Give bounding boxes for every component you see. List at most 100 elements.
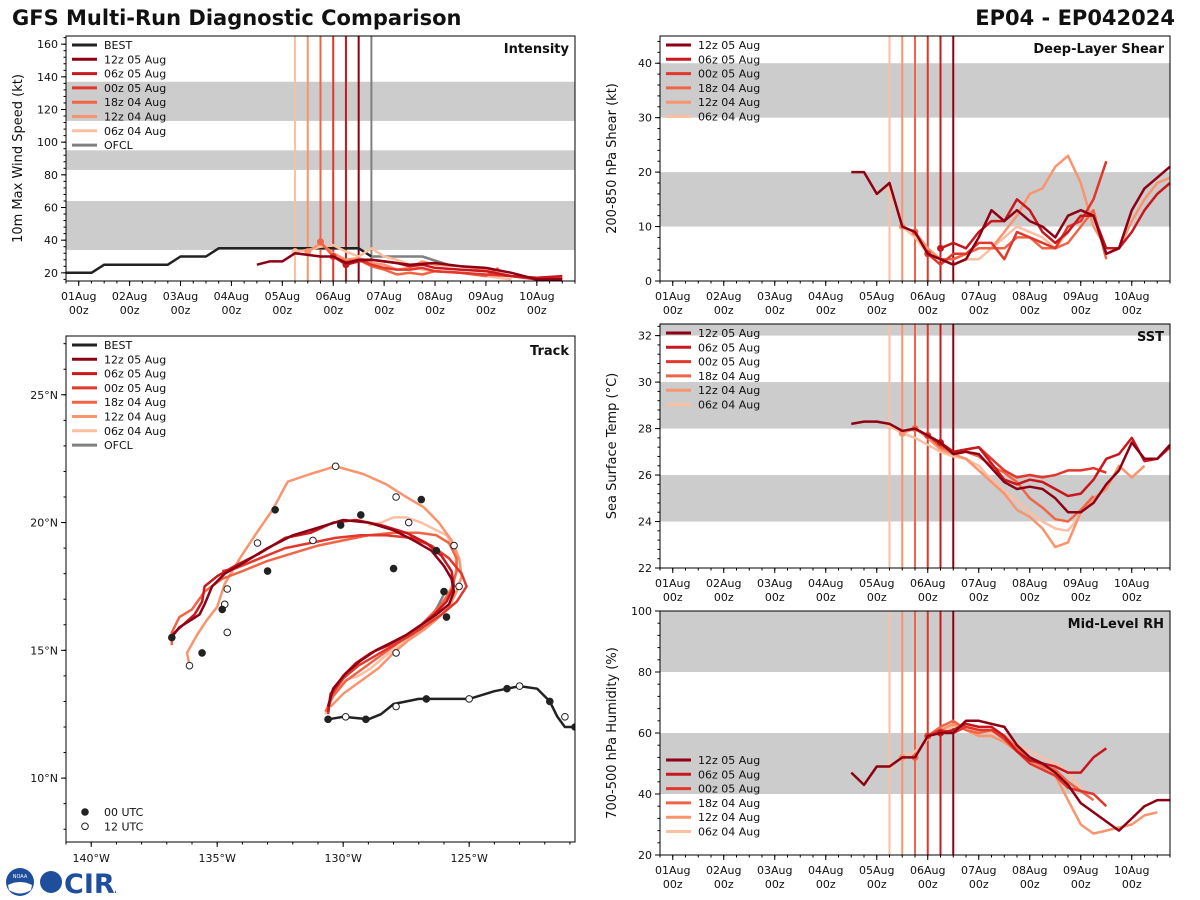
track-marker-12z-04-aug <box>392 493 400 501</box>
marker-legend-00-utc-icon <box>81 808 89 816</box>
intensity-x-tick-label: 00z <box>171 304 191 317</box>
sst-x-tick-label: 00z <box>1122 591 1142 604</box>
rh-x-tick-label: 00z <box>663 878 683 891</box>
track-frame <box>65 335 576 843</box>
track-marker-best <box>341 712 350 721</box>
rh-x-tick-label: 00z <box>1020 878 1040 891</box>
sst-x-tick-label: 00z <box>1020 591 1040 604</box>
shear-x-tick-label: 01Aug <box>655 290 690 303</box>
intensity-x-tick-label: 06Aug <box>315 290 350 303</box>
track-marker-12z-05-aug <box>263 567 272 575</box>
legend-label-18z-04-aug: 18z 04 Aug <box>104 96 166 109</box>
track-marker-12z-05-aug <box>218 605 227 614</box>
track-marker-best <box>422 695 431 703</box>
sst-series-06z-05-aug <box>939 436 1171 498</box>
noaa-logo-wave <box>8 882 32 894</box>
sst-x-tick-label: 01Aug <box>655 577 690 590</box>
sst-x-tick-label: 00z <box>1071 591 1091 604</box>
legend-label-12z-05-aug: 12z 05 Aug <box>104 53 166 66</box>
intensity-x-tick-label: 00z <box>323 304 343 317</box>
track-x-tick-label: 140°W <box>73 852 110 865</box>
intensity-x-tick-label: 00z <box>374 304 394 317</box>
rh-x-tick-label: 00z <box>1122 878 1142 891</box>
track-series-12z-05-aug <box>168 518 456 707</box>
cira-logo-text: CIRA <box>64 869 116 898</box>
track-marker-12z-04-aug <box>392 649 400 657</box>
shear-y-tick-label: 0 <box>645 275 652 288</box>
legend-label-12z-05-aug: 12z 05 Aug <box>698 39 760 52</box>
intensity-x-tick-label: 00z <box>222 304 242 317</box>
intensity-x-tick-label: 04Aug <box>214 290 249 303</box>
intensity-x-tick-label: 10Aug <box>519 290 554 303</box>
intensity-series-12z-05-aug <box>256 251 563 281</box>
rh-x-tick-label: 02Aug <box>706 864 741 877</box>
intensity-x-tick-label: 01Aug <box>61 290 96 303</box>
legend-label-06z-04-aug: 06z 04 Aug <box>104 425 166 438</box>
intensity-x-tick-label: 00z <box>69 304 89 317</box>
track-y-tick-label: 25°N <box>30 389 58 402</box>
legend-label-18z-04-aug: 18z 04 Aug <box>698 82 760 95</box>
intensity-x-tick-label: 00z <box>425 304 445 317</box>
track-plot-area <box>168 462 575 731</box>
intensity-panel-title: Intensity <box>504 42 570 57</box>
intensity-y-tick-label: 80 <box>44 169 58 182</box>
marker-legend-00-utc: 00 UTC <box>104 806 144 819</box>
rh-series-12z-05-aug <box>850 719 1170 832</box>
track-y-tick-label: 10°N <box>30 772 58 785</box>
sst-x-tick-label: 08Aug <box>1012 577 1047 590</box>
intensity-y-tick-label: 160 <box>37 38 58 51</box>
track-marker-12z-04-aug <box>185 661 194 670</box>
track-marker-00z-05-aug <box>432 546 441 555</box>
shear-x-tick-label: 00z <box>1071 304 1091 317</box>
intensity-series-best <box>66 247 373 275</box>
intensity-init-marker-18z-04-aug <box>317 238 324 246</box>
intensity-y-tick-label: 140 <box>37 71 58 84</box>
sst-x-tick-label: 00z <box>969 591 989 604</box>
shear-x-tick-label: 00z <box>765 304 785 317</box>
intensity-y-tick-label: 20 <box>44 267 58 280</box>
track-marker-best <box>503 684 511 693</box>
track-series-00z-05-aug <box>221 534 468 715</box>
intensity-x-tick-label: 00z <box>272 304 292 317</box>
rh-x-tick-label: 00z <box>765 878 785 891</box>
legend-label-12z-04-aug: 12z 04 Aug <box>104 411 166 424</box>
sst-x-tick-label: 02Aug <box>706 577 741 590</box>
rh-y-tick-label: 60 <box>638 727 652 740</box>
track-y-tick-label: 20°N <box>30 517 58 530</box>
shear-init-marker-06z-05-aug <box>937 244 944 252</box>
sst-x-tick-label: 00z <box>765 591 785 604</box>
track-series-best <box>327 684 575 729</box>
rh-x-tick-label: 09Aug <box>1063 864 1098 877</box>
shear-x-tick-label: 03Aug <box>757 290 792 303</box>
shear-x-tick-label: 00z <box>867 304 887 317</box>
track-marker-best <box>392 702 400 711</box>
track-panel-title: Track <box>530 344 569 359</box>
intensity-y-axis-label: 10m Max Wind Speed (kt) <box>11 74 26 243</box>
shear-x-tick-label: 00z <box>1122 304 1142 317</box>
sst-series-06z-04-aug <box>888 425 1082 533</box>
sst-x-tick-label: 06Aug <box>910 577 945 590</box>
legend-label-18z-04-aug: 18z 04 Aug <box>104 396 166 409</box>
intensity-y-tick-label: 40 <box>44 234 58 247</box>
sst-series-12z-04-aug <box>901 427 1146 549</box>
intensity-x-tick-label: 07Aug <box>366 290 401 303</box>
track-marker-best <box>561 712 569 721</box>
sst-y-tick-label: 24 <box>638 516 652 529</box>
track-marker-12z-04-aug <box>223 585 232 593</box>
track-marker-12z-04-aug <box>331 462 340 471</box>
track-x-tick-label: 130°W <box>324 852 361 865</box>
rh-x-tick-label: 00z <box>969 878 989 891</box>
shear-x-tick-label: 04Aug <box>808 290 843 303</box>
cira-logo: NOAA CIRA <box>6 868 116 898</box>
track-x-tick-label: 135°W <box>199 852 236 865</box>
rh-y-axis-label: 700-500 hPa Humidity (%) <box>605 647 620 819</box>
rh-panel: 2040608010001Aug00z02Aug00z03Aug00z04Aug… <box>605 605 1171 891</box>
intensity-x-tick-label: 00z <box>476 304 496 317</box>
shear-y-axis-label: 200-850 hPa Shear (kt) <box>605 83 620 234</box>
shear-x-tick-label: 08Aug <box>1012 290 1047 303</box>
shear-x-tick-label: 00z <box>714 304 734 317</box>
legend-label-06z-04-aug: 06z 04 Aug <box>698 826 760 839</box>
rh-x-tick-label: 00z <box>1071 878 1091 891</box>
intensity-series-ofcl <box>371 255 449 266</box>
